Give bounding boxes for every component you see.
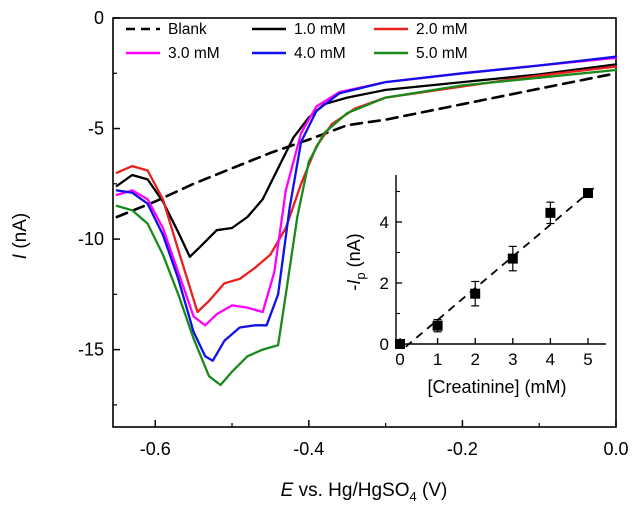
inset-point-2: [470, 288, 481, 299]
inset-x-tick-label: 4: [546, 350, 555, 369]
legend-label-3: 3.0 mM: [168, 45, 220, 62]
inset-x-tick-label: 3: [508, 350, 517, 369]
main-x-axis-title-sub: 4: [410, 489, 417, 504]
inset-x-tick-label: 2: [470, 350, 479, 369]
main-y-tick-label: -5: [88, 119, 104, 139]
series-line-0: [115, 72, 618, 219]
inset-x-axis-title: [Creatinine] (mM): [427, 377, 566, 397]
main-y-tick-label: 0: [94, 8, 104, 28]
main-x-axis-title-text: vs. Hg/HgSO: [293, 480, 409, 501]
main-x-axis-title-unit: (V): [417, 480, 448, 501]
legend-label-4: 4.0 mM: [294, 45, 346, 62]
main-plot-frame: [112, 17, 617, 428]
main-x-tick-label: -0.4: [293, 439, 324, 459]
main-x-tick-label: -0.2: [447, 439, 478, 459]
inset-y-tick-label: 0: [380, 335, 389, 354]
main-y-tick-label: -15: [78, 340, 104, 360]
legend-label-0: Blank: [168, 21, 207, 38]
inset-point-4: [545, 207, 556, 218]
inset-y-ticks: 0 2 4: [380, 190, 402, 354]
legend-label-5: 5.0 mM: [416, 45, 468, 62]
inset-point-3: [507, 253, 518, 264]
inset-y-axis-title-italic: I: [344, 280, 364, 285]
series-line-5: [115, 68, 618, 387]
main-x-ticks: -0.6 -0.4 -0.2 0.0: [140, 420, 629, 459]
inset-y-axis-title: -Ip (nA): [344, 233, 368, 290]
main-y-axis-title-unit: (nA): [10, 213, 31, 254]
inset-y-axis-title-unit: (nA): [344, 233, 364, 272]
inset-x-ticks: 0 1 2 3 4 5: [395, 338, 593, 369]
main-y-tick-label: -10: [78, 229, 104, 249]
inset-plot-background: [382, 174, 607, 345]
main-y-axis-title-italic: I: [10, 253, 31, 259]
inset-x-tick-label: 0: [395, 350, 404, 369]
inset-y-axis-title-neg: -: [344, 285, 364, 291]
main-y-axis-title: I (nA): [10, 213, 31, 259]
inset-plot: 0 1 2 3 4 5 0 2 4 [Creatinine] (mM) -Ip (nA): [344, 174, 607, 397]
main-plot: -0.6 -0.4 -0.2 0.0 0-5-10-15 E vs. Hg/HgSO4…: [10, 8, 629, 504]
main-x-tick-label: -0.6: [140, 439, 171, 459]
inset-y-tick-label: 2: [380, 274, 389, 293]
inset-x-tick-label: 1: [433, 350, 442, 369]
series-line-4: [115, 55, 618, 362]
legend: Blank 1.0 mM 2.0 mM 3.0 mM 4.0 mM 5.0 mM: [126, 21, 468, 62]
main-series-group: [115, 55, 618, 387]
inset-point-5: [583, 188, 593, 199]
main-x-axis-title-italic: E: [281, 480, 294, 501]
inset-point-1: [432, 320, 443, 331]
inset-y-axis-title-sub: p: [353, 272, 368, 279]
inset-x-tick-label: 5: [583, 350, 592, 369]
main-x-axis-title: E vs. Hg/HgSO4 (V): [281, 480, 448, 504]
inset-points-group: [395, 188, 593, 349]
legend-label-1: 1.0 mM: [294, 21, 346, 38]
legend-label-2: 2.0 mM: [416, 21, 468, 38]
main-y-ticks: 0 -5 -10 -15: [78, 8, 120, 406]
inset-y-tick-label: 4: [380, 213, 389, 232]
main-x-tick-label: 0.0: [603, 439, 628, 459]
